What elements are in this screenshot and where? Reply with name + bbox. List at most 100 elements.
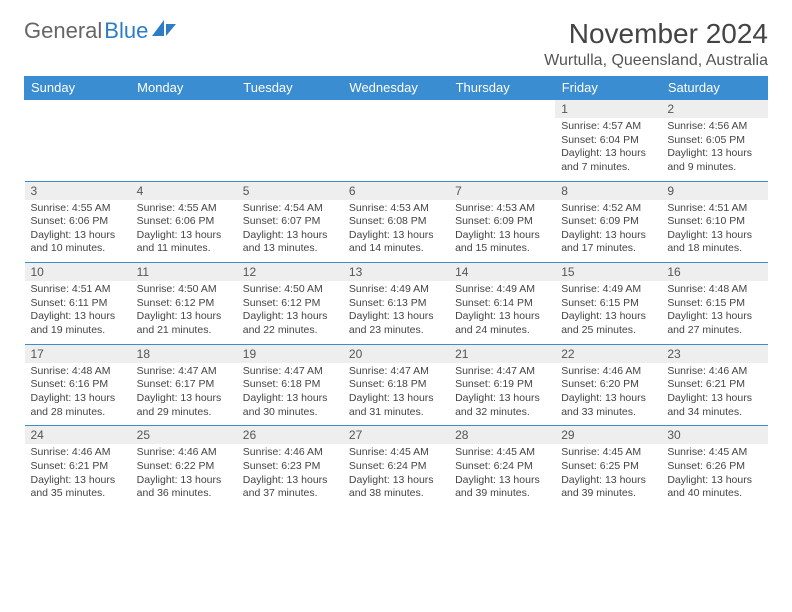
weekday-header: Thursday	[449, 76, 555, 100]
day-detail-cell: Sunrise: 4:50 AMSunset: 6:12 PMDaylight:…	[131, 281, 237, 344]
daylight-text-1: Daylight: 13 hours	[31, 392, 125, 406]
daylight-text-1: Daylight: 13 hours	[561, 392, 655, 406]
sunrise-text: Sunrise: 4:47 AM	[243, 365, 337, 379]
day-number-row: 3456789	[25, 181, 768, 200]
sunrise-text: Sunrise: 4:47 AM	[455, 365, 549, 379]
daylight-text-1: Daylight: 13 hours	[667, 147, 761, 161]
daylight-text-2: and 14 minutes.	[349, 242, 443, 256]
daylight-text-1: Daylight: 13 hours	[137, 392, 231, 406]
sunrise-text: Sunrise: 4:47 AM	[349, 365, 443, 379]
day-number-cell: 29	[555, 426, 661, 445]
day-detail-cell	[131, 118, 237, 181]
day-number-cell: 6	[343, 181, 449, 200]
daylight-text-1: Daylight: 13 hours	[561, 474, 655, 488]
daylight-text-1: Daylight: 13 hours	[455, 310, 549, 324]
day-number-row: 24252627282930	[25, 426, 768, 445]
day-number-row: 10111213141516	[25, 263, 768, 282]
day-number-cell	[131, 100, 237, 119]
daylight-text-1: Daylight: 13 hours	[137, 474, 231, 488]
day-number-cell: 21	[449, 344, 555, 363]
day-detail-cell: Sunrise: 4:51 AMSunset: 6:10 PMDaylight:…	[661, 200, 767, 263]
logo-text-general: General	[24, 18, 102, 44]
day-detail-cell: Sunrise: 4:46 AMSunset: 6:20 PMDaylight:…	[555, 363, 661, 426]
sunset-text: Sunset: 6:05 PM	[667, 134, 761, 148]
daylight-text-2: and 18 minutes.	[667, 242, 761, 256]
sunset-text: Sunset: 6:11 PM	[31, 297, 125, 311]
sunset-text: Sunset: 6:12 PM	[137, 297, 231, 311]
sunset-text: Sunset: 6:26 PM	[667, 460, 761, 474]
daylight-text-2: and 39 minutes.	[455, 487, 549, 501]
sunrise-text: Sunrise: 4:47 AM	[137, 365, 231, 379]
day-detail-cell: Sunrise: 4:49 AMSunset: 6:14 PMDaylight:…	[449, 281, 555, 344]
day-detail-cell: Sunrise: 4:53 AMSunset: 6:09 PMDaylight:…	[449, 200, 555, 263]
logo-text-blue: Blue	[104, 18, 148, 44]
sunrise-text: Sunrise: 4:45 AM	[667, 446, 761, 460]
day-number-cell	[343, 100, 449, 119]
daylight-text-2: and 32 minutes.	[455, 406, 549, 420]
daylight-text-2: and 27 minutes.	[667, 324, 761, 338]
day-number-cell: 18	[131, 344, 237, 363]
sunset-text: Sunset: 6:09 PM	[455, 215, 549, 229]
day-number-cell: 23	[661, 344, 767, 363]
day-number-cell	[25, 100, 131, 119]
day-number-cell: 27	[343, 426, 449, 445]
sunset-text: Sunset: 6:20 PM	[561, 378, 655, 392]
day-number-cell: 14	[449, 263, 555, 282]
day-number-cell	[237, 100, 343, 119]
sunrise-text: Sunrise: 4:56 AM	[667, 120, 761, 134]
day-detail-cell: Sunrise: 4:46 AMSunset: 6:21 PMDaylight:…	[25, 444, 131, 507]
daylight-text-1: Daylight: 13 hours	[561, 147, 655, 161]
day-detail-cell: Sunrise: 4:49 AMSunset: 6:15 PMDaylight:…	[555, 281, 661, 344]
sunset-text: Sunset: 6:06 PM	[31, 215, 125, 229]
day-detail-cell: Sunrise: 4:48 AMSunset: 6:15 PMDaylight:…	[661, 281, 767, 344]
sunset-text: Sunset: 6:21 PM	[31, 460, 125, 474]
sunrise-text: Sunrise: 4:49 AM	[455, 283, 549, 297]
day-number-cell: 19	[237, 344, 343, 363]
day-number-cell: 11	[131, 263, 237, 282]
day-detail-cell: Sunrise: 4:46 AMSunset: 6:23 PMDaylight:…	[237, 444, 343, 507]
day-detail-cell: Sunrise: 4:55 AMSunset: 6:06 PMDaylight:…	[25, 200, 131, 263]
day-detail-cell: Sunrise: 4:53 AMSunset: 6:08 PMDaylight:…	[343, 200, 449, 263]
day-number-cell: 28	[449, 426, 555, 445]
daylight-text-1: Daylight: 13 hours	[137, 310, 231, 324]
day-number-row: 17181920212223	[25, 344, 768, 363]
day-number-cell: 13	[343, 263, 449, 282]
sunrise-text: Sunrise: 4:48 AM	[31, 365, 125, 379]
sunrise-text: Sunrise: 4:52 AM	[561, 202, 655, 216]
daylight-text-2: and 13 minutes.	[243, 242, 337, 256]
daylight-text-2: and 31 minutes.	[349, 406, 443, 420]
day-detail-cell: Sunrise: 4:49 AMSunset: 6:13 PMDaylight:…	[343, 281, 449, 344]
day-number-cell: 4	[131, 181, 237, 200]
sunrise-text: Sunrise: 4:51 AM	[667, 202, 761, 216]
day-detail-cell: Sunrise: 4:45 AMSunset: 6:24 PMDaylight:…	[343, 444, 449, 507]
sunset-text: Sunset: 6:09 PM	[561, 215, 655, 229]
daylight-text-2: and 36 minutes.	[137, 487, 231, 501]
daylight-text-2: and 37 minutes.	[243, 487, 337, 501]
daylight-text-2: and 30 minutes.	[243, 406, 337, 420]
day-number-cell: 16	[661, 263, 767, 282]
calendar-grid: SundayMondayTuesdayWednesdayThursdayFrid…	[24, 76, 768, 507]
day-detail-cell	[25, 118, 131, 181]
weekday-header: Tuesday	[237, 76, 343, 100]
day-number-cell	[449, 100, 555, 119]
weekday-header: Sunday	[25, 76, 131, 100]
day-detail-row: Sunrise: 4:57 AMSunset: 6:04 PMDaylight:…	[25, 118, 768, 181]
day-detail-cell: Sunrise: 4:47 AMSunset: 6:19 PMDaylight:…	[449, 363, 555, 426]
weekday-header: Monday	[131, 76, 237, 100]
sunset-text: Sunset: 6:24 PM	[455, 460, 549, 474]
sunset-text: Sunset: 6:24 PM	[349, 460, 443, 474]
day-number-cell: 22	[555, 344, 661, 363]
sunset-text: Sunset: 6:04 PM	[561, 134, 655, 148]
daylight-text-2: and 35 minutes.	[31, 487, 125, 501]
sunrise-text: Sunrise: 4:46 AM	[243, 446, 337, 460]
sunset-text: Sunset: 6:18 PM	[349, 378, 443, 392]
day-detail-cell: Sunrise: 4:45 AMSunset: 6:25 PMDaylight:…	[555, 444, 661, 507]
day-detail-row: Sunrise: 4:55 AMSunset: 6:06 PMDaylight:…	[25, 200, 768, 263]
sunset-text: Sunset: 6:22 PM	[137, 460, 231, 474]
daylight-text-2: and 28 minutes.	[31, 406, 125, 420]
day-number-cell: 15	[555, 263, 661, 282]
sunset-text: Sunset: 6:16 PM	[31, 378, 125, 392]
daylight-text-2: and 17 minutes.	[561, 242, 655, 256]
day-number-cell: 17	[25, 344, 131, 363]
daylight-text-1: Daylight: 13 hours	[667, 392, 761, 406]
